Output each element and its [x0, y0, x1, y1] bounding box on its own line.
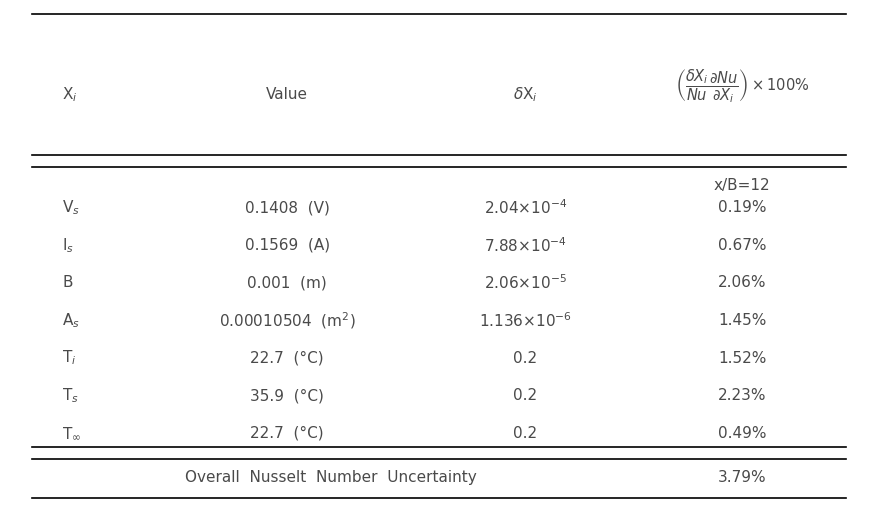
Text: 0.67%: 0.67%: [718, 238, 766, 252]
Text: 1.52%: 1.52%: [718, 351, 766, 366]
Text: 0.2: 0.2: [514, 388, 538, 403]
Text: 2.06%: 2.06%: [718, 275, 766, 290]
Text: Value: Value: [266, 87, 308, 102]
Text: T$_{\infty}$: T$_{\infty}$: [62, 425, 81, 441]
Text: 7.88×10$^{-4}$: 7.88×10$^{-4}$: [484, 236, 567, 255]
Text: I$_s$: I$_s$: [62, 236, 74, 255]
Text: 2.04×10$^{-4}$: 2.04×10$^{-4}$: [484, 198, 567, 217]
Text: 0.2: 0.2: [514, 351, 538, 366]
Text: A$_s$: A$_s$: [62, 311, 80, 330]
Text: $\delta$X$_i$: $\delta$X$_i$: [513, 85, 538, 104]
Text: 0.2: 0.2: [514, 426, 538, 441]
Text: B: B: [62, 275, 72, 290]
Text: 22.7  (°C): 22.7 (°C): [250, 426, 324, 441]
Text: T$_i$: T$_i$: [62, 348, 76, 367]
Text: V$_s$: V$_s$: [62, 198, 80, 217]
Text: 0.1408  (V): 0.1408 (V): [245, 200, 329, 215]
Text: 0.00010504  (m$^2$): 0.00010504 (m$^2$): [219, 310, 355, 331]
Text: 22.7  (°C): 22.7 (°C): [250, 351, 324, 366]
Text: 0.19%: 0.19%: [718, 200, 766, 215]
Text: 2.06×10$^{-5}$: 2.06×10$^{-5}$: [484, 273, 567, 292]
Text: 0.1569  (A): 0.1569 (A): [245, 238, 330, 252]
Text: Overall  Nusselt  Number  Uncertainty: Overall Nusselt Number Uncertainty: [185, 470, 476, 485]
Text: 35.9  (°C): 35.9 (°C): [250, 388, 324, 403]
Text: 1.136×10$^{-6}$: 1.136×10$^{-6}$: [479, 311, 572, 330]
Text: $\left(\dfrac{\delta X_i}{Nu}\dfrac{\partial Nu}{\partial X_i}\right)\times 100\: $\left(\dfrac{\delta X_i}{Nu}\dfrac{\par…: [674, 67, 809, 105]
Text: 1.45%: 1.45%: [718, 313, 766, 328]
Text: x/B=12: x/B=12: [713, 178, 770, 194]
Text: T$_s$: T$_s$: [62, 387, 79, 405]
Text: 0.001  (m): 0.001 (m): [248, 275, 327, 290]
Text: 2.23%: 2.23%: [718, 388, 766, 403]
Text: X$_i$: X$_i$: [62, 85, 77, 104]
Text: 0.49%: 0.49%: [718, 426, 766, 441]
Text: 3.79%: 3.79%: [718, 470, 766, 485]
